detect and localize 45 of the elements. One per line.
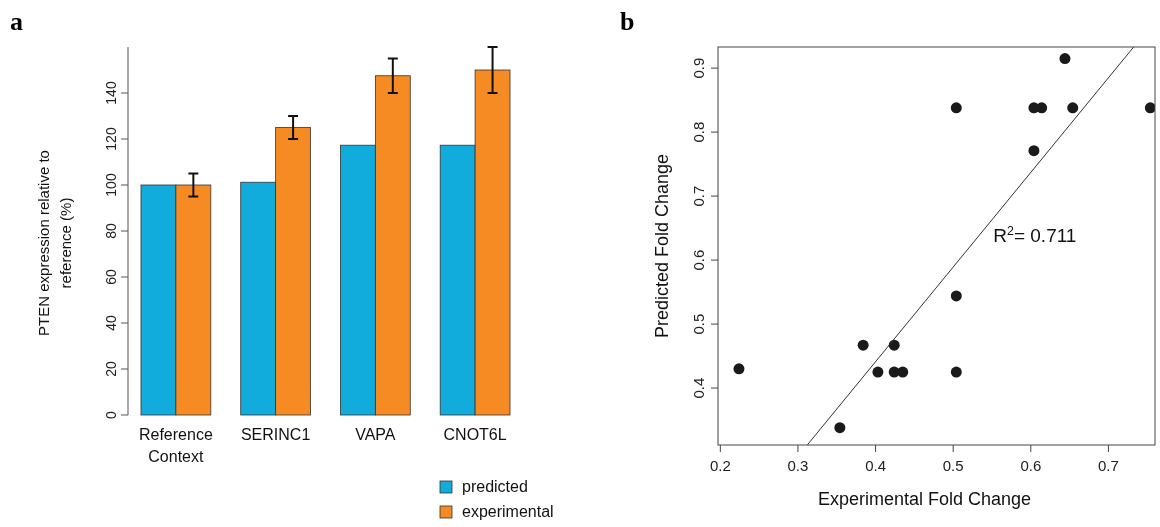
x-tick-label: 0.5	[942, 457, 964, 474]
chart-title: a	[10, 7, 23, 36]
point	[1036, 102, 1048, 114]
y-tick-label: 120	[103, 127, 119, 151]
x-tick-label: SERINC1	[240, 426, 311, 443]
x-tick-label: Reference Context	[138, 426, 213, 465]
chart-title: b	[620, 7, 635, 36]
x-tick-label: 0.6	[1020, 457, 1042, 474]
legend-label: predicted	[462, 478, 528, 495]
point	[950, 102, 962, 114]
point	[897, 366, 909, 378]
point	[733, 363, 745, 375]
x-axis-title: Experimental Fold Change	[817, 489, 1032, 509]
y-tick-label: 0.9	[690, 57, 707, 79]
annotation: R$^{2}$= 0.711	[993, 224, 1077, 247]
y-tick-label: 20	[103, 361, 119, 377]
point	[950, 366, 962, 378]
y-tick-label: 60	[103, 269, 119, 285]
y-tick-label: 0.5	[690, 313, 707, 335]
point	[1059, 53, 1071, 65]
x-tick-label: VAPA	[355, 426, 396, 443]
y-tick-label: 0.6	[690, 249, 707, 271]
point	[857, 339, 869, 351]
y-tick-label: 40	[103, 315, 119, 331]
x-tick-label: 0.7	[1098, 457, 1119, 474]
point	[1028, 145, 1040, 157]
y-tick-label: 0.8	[690, 121, 707, 143]
legend-label: experimental	[462, 503, 554, 520]
x-tick-label: 0.3	[787, 457, 809, 474]
y-tick-label: 0.7	[690, 185, 707, 207]
y-tick-label: 0.4	[690, 377, 707, 399]
y-tick-label: 0	[103, 410, 119, 419]
x-tick-label: 0.2	[709, 457, 731, 474]
y-axis-title: Predicted Fold Change	[652, 153, 672, 339]
point	[1067, 102, 1079, 114]
y-tick-label: 80	[103, 223, 119, 239]
point	[1144, 102, 1155, 114]
point	[950, 290, 962, 302]
y-tick-label: 100	[103, 173, 119, 197]
x-tick-label: CNOT6L	[443, 426, 507, 443]
y-axis-title: PTEN expression relative to reference (%)	[35, 150, 74, 336]
point	[834, 422, 846, 434]
x-tick-label: 0.4	[865, 457, 886, 474]
point	[872, 366, 884, 378]
y-tick-label: 140	[103, 81, 119, 105]
